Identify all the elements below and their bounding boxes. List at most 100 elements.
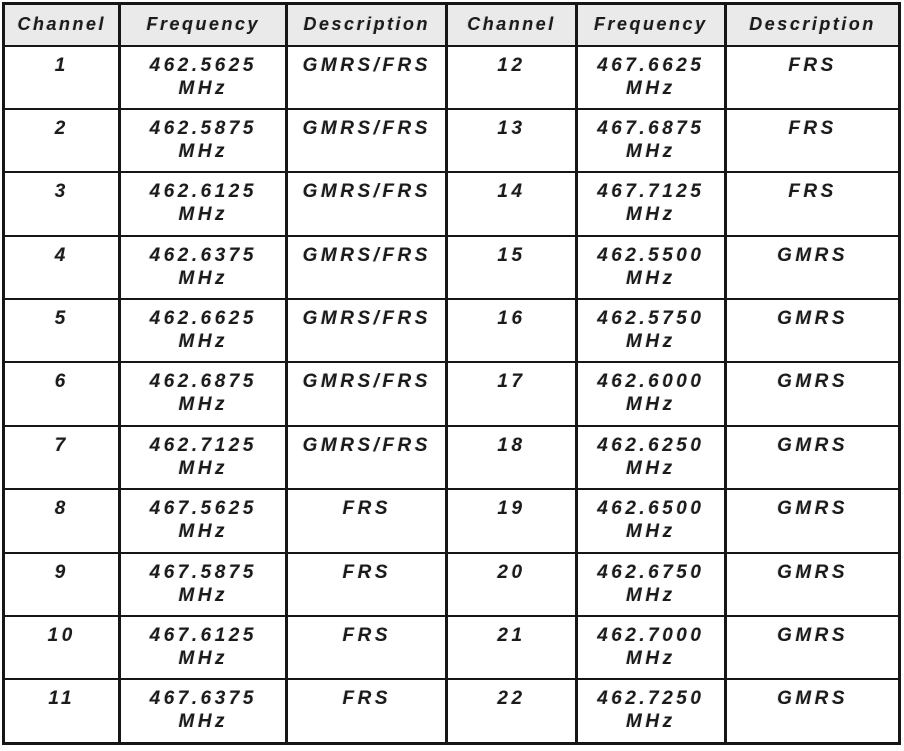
frequency-cell: 467.6625 MHz xyxy=(574,44,728,110)
table-row: 8 467.5625 MHz FRS 19 462.6500 MHz GMRS xyxy=(1,488,901,554)
table-row: 1 462.5625 MHz GMRS/FRS 12 467.6625 MHz FRS xyxy=(1,44,901,110)
channel-number-cell: 12 xyxy=(445,44,578,110)
column-header-description-left: Description xyxy=(285,2,449,47)
frequency-unit: MHz xyxy=(626,521,676,543)
table-row: 9 467.5875 MHz FRS 20 462.6750 MHz GMRS xyxy=(1,551,901,618)
description-cell: GMRS/FRS xyxy=(285,44,449,110)
table-row: 5 462.6625 MHz GMRS/FRS 16 462.5750 MHz GMRS xyxy=(1,298,901,364)
channel-number-cell: 17 xyxy=(445,361,578,427)
frequency-value: 462.7250 xyxy=(597,688,705,710)
description-cell: GMRS/FRS xyxy=(285,298,449,364)
frequency-value: 462.7000 xyxy=(597,625,705,647)
frequency-unit: MHz xyxy=(178,521,229,543)
frequency-unit: MHz xyxy=(178,140,229,162)
table-row: 11 467.6375 MHz FRS 22 462.7250 MHz GMRS xyxy=(1,678,901,745)
channel-number-cell: 15 xyxy=(445,234,578,301)
frequency-cell: 467.6875 MHz xyxy=(574,107,728,174)
frequency-unit: MHz xyxy=(178,584,229,606)
column-header-description-right: Description xyxy=(724,2,901,47)
column-header-channel-right: Channel xyxy=(445,2,578,47)
frequency-unit: MHz xyxy=(626,648,676,670)
table-row: 4 462.6375 MHz GMRS/FRS 15 462.5500 MHz GMRS xyxy=(1,234,901,301)
description-cell: GMRS/FRS xyxy=(285,171,449,237)
channel-number-cell: 22 xyxy=(445,678,578,745)
table-row: 10 467.6125 MHz FRS 21 462.7000 MHz GMRS xyxy=(1,615,901,681)
channel-number-cell: 18 xyxy=(445,424,578,491)
description-cell: GMRS xyxy=(724,424,901,491)
frequency-unit: MHz xyxy=(626,331,676,353)
frequency-cell: 462.5875 MHz xyxy=(118,107,289,174)
frequency-cell: 462.7250 MHz xyxy=(574,678,728,745)
frequency-value: 467.6375 xyxy=(149,688,257,710)
frequency-value: 467.6125 xyxy=(149,625,257,647)
description-cell: FRS xyxy=(285,551,449,618)
frequency-cell: 462.5625 MHz xyxy=(118,44,289,110)
channel-number-cell: 13 xyxy=(445,107,578,174)
frequency-value: 462.6875 xyxy=(149,371,257,393)
frequency-unit: MHz xyxy=(178,648,229,670)
frequency-cell: 462.6625 MHz xyxy=(118,298,289,364)
channel-number-cell: 8 xyxy=(1,488,122,554)
frequency-value: 467.6875 xyxy=(597,117,705,139)
description-cell: FRS xyxy=(285,678,449,745)
column-header-frequency-right: Frequency xyxy=(574,2,728,47)
channel-number-cell: 16 xyxy=(445,298,578,364)
frequency-value: 462.6250 xyxy=(597,434,705,456)
table-row: 7 462.7125 MHz GMRS/FRS 18 462.6250 MHz GMRS xyxy=(1,424,901,491)
frequency-unit: MHz xyxy=(178,457,229,479)
frequency-cell: 467.7125 MHz xyxy=(574,171,728,237)
table-body: 1 462.5625 MHz GMRS/FRS 12 467.6625 MHz FRS 2 462… xyxy=(1,44,901,745)
frequency-cell: 462.7000 MHz xyxy=(574,615,728,681)
frequency-value: 462.5500 xyxy=(597,244,705,266)
description-cell: GMRS xyxy=(724,298,901,364)
frequency-cell: 462.6375 MHz xyxy=(118,234,289,301)
channel-number-cell: 9 xyxy=(1,551,122,618)
channel-number-cell: 6 xyxy=(1,361,122,427)
channel-number-cell: 11 xyxy=(1,678,122,745)
table-row: 3 462.6125 MHz GMRS/FRS 14 467.7125 MHz FRS xyxy=(1,171,901,237)
frequency-cell: 462.7125 MHz xyxy=(118,424,289,491)
description-cell: FRS xyxy=(724,171,901,237)
channel-number-cell: 20 xyxy=(445,551,578,618)
description-cell: GMRS/FRS xyxy=(285,361,449,427)
frequency-value: 462.5875 xyxy=(149,117,257,139)
channel-number-cell: 19 xyxy=(445,488,578,554)
frequency-cell: 462.6250 MHz xyxy=(574,424,728,491)
frequency-value: 462.5625 xyxy=(149,54,257,76)
frequency-cell: 467.6125 MHz xyxy=(118,615,289,681)
table-header: Channel Frequency Description Channel Fr… xyxy=(1,2,901,47)
description-cell: GMRS/FRS xyxy=(285,234,449,301)
frequency-value: 462.5750 xyxy=(597,308,705,330)
description-cell: GMRS/FRS xyxy=(285,107,449,174)
header-row: Channel Frequency Description Channel Fr… xyxy=(1,2,901,47)
frequency-unit: MHz xyxy=(178,204,229,226)
column-header-channel-left: Channel xyxy=(1,2,122,47)
channel-number-cell: 3 xyxy=(1,171,122,237)
frequency-unit: MHz xyxy=(178,331,229,353)
frequency-value: 462.6750 xyxy=(597,561,705,583)
frequency-unit: MHz xyxy=(178,267,229,289)
frequency-unit: MHz xyxy=(626,140,676,162)
frequency-value: 462.7125 xyxy=(149,434,257,456)
frequency-value: 467.7125 xyxy=(597,181,705,203)
frequency-unit: MHz xyxy=(626,584,676,606)
channel-number-cell: 2 xyxy=(1,107,122,174)
frequency-cell: 462.6125 MHz xyxy=(118,171,289,237)
channel-number-cell: 4 xyxy=(1,234,122,301)
frequency-cell: 462.5500 MHz xyxy=(574,234,728,301)
channel-number-cell: 7 xyxy=(1,424,122,491)
frequency-unit: MHz xyxy=(178,77,229,99)
description-cell: GMRS xyxy=(724,551,901,618)
frequency-unit: MHz xyxy=(626,457,676,479)
frequency-value: 462.6375 xyxy=(149,244,257,266)
channel-number-cell: 5 xyxy=(1,298,122,364)
description-cell: FRS xyxy=(724,107,901,174)
frequency-value: 462.6000 xyxy=(597,371,705,393)
channel-number-cell: 14 xyxy=(445,171,578,237)
description-cell: GMRS xyxy=(724,678,901,745)
frequency-value: 462.6125 xyxy=(149,181,257,203)
frequency-value: 467.5875 xyxy=(149,561,257,583)
description-cell: FRS xyxy=(724,44,901,110)
description-cell: GMRS xyxy=(724,361,901,427)
